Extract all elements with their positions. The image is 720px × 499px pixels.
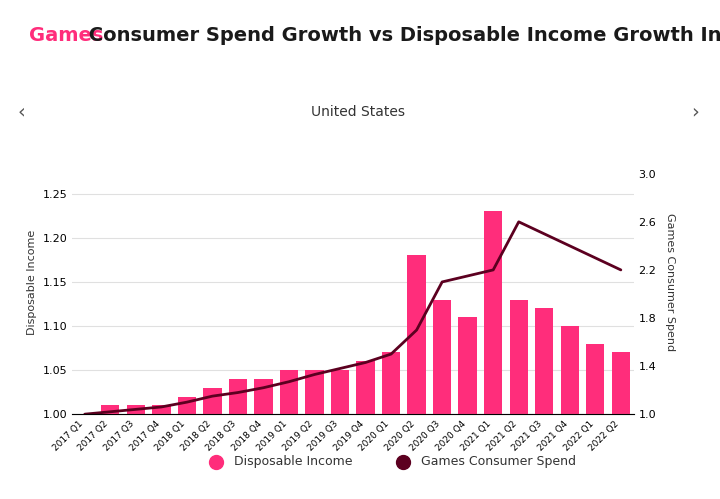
Bar	[356, 361, 374, 414]
Bar	[459, 317, 477, 414]
Bar	[305, 370, 324, 414]
Bar	[535, 308, 554, 414]
Bar	[101, 405, 120, 414]
Bar	[203, 388, 222, 414]
Text: ‹: ‹	[18, 103, 25, 122]
Text: Games: Games	[29, 26, 103, 45]
Text: United States: United States	[311, 105, 405, 119]
Bar	[561, 326, 579, 414]
Text: Games Consumer Spend: Games Consumer Spend	[421, 455, 576, 468]
Text: Disposable Income: Disposable Income	[234, 455, 353, 468]
Y-axis label: Disposable Income: Disposable Income	[27, 230, 37, 334]
Bar	[152, 405, 171, 414]
Bar	[408, 255, 426, 414]
Bar	[510, 299, 528, 414]
Bar	[331, 370, 349, 414]
Bar	[586, 344, 605, 414]
Bar	[612, 352, 630, 414]
Text: Consumer Spend Growth vs Disposable Income Growth Index: Consumer Spend Growth vs Disposable Inco…	[82, 26, 720, 45]
Bar	[433, 299, 451, 414]
Bar	[280, 370, 298, 414]
Bar	[229, 379, 247, 414]
Text: ›: ›	[691, 103, 698, 122]
Bar	[127, 405, 145, 414]
Bar	[178, 397, 196, 414]
Bar	[382, 352, 400, 414]
Y-axis label: Games Consumer Spend: Games Consumer Spend	[665, 213, 675, 351]
Bar	[254, 379, 273, 414]
Bar	[484, 212, 503, 414]
